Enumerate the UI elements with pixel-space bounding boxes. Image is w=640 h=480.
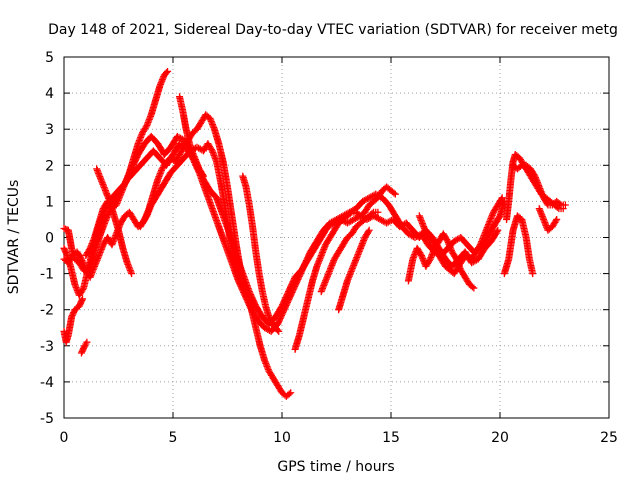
data-point-marker — [561, 201, 569, 209]
series-trace-14 — [503, 150, 567, 223]
y-tick-label: 4 — [45, 86, 54, 102]
x-tick-label: 25 — [600, 430, 618, 446]
data-point-marker — [128, 270, 136, 278]
data-point-marker — [207, 145, 215, 153]
series-trace-5 — [93, 165, 136, 278]
x-tick-label: 15 — [382, 430, 400, 446]
data-point-marker — [468, 283, 476, 291]
data-point-marker — [140, 217, 148, 225]
series-trace-12 — [404, 230, 478, 292]
data-point-marker — [85, 246, 93, 254]
data-point-marker — [529, 270, 537, 278]
data-point-marker — [77, 254, 85, 262]
data-point-marker — [498, 194, 506, 202]
data-point-marker — [199, 171, 207, 179]
data-point-marker — [285, 390, 293, 398]
data-point-marker — [241, 288, 249, 296]
chart-title: Day 148 of 2021, Sidereal Day-to-day VTE… — [48, 22, 618, 38]
series-trace-17 — [535, 205, 561, 234]
series-trace-4 — [82, 67, 172, 260]
series-trace-19 — [77, 338, 91, 357]
data-point-marker — [553, 215, 561, 223]
data-point-marker — [162, 69, 170, 77]
data-point-marker — [552, 217, 560, 225]
data-point-marker — [493, 228, 501, 236]
tick-layer: 0 5 10 15 20 25 -5 -4 -3 -2 -1 0 1 2 3 4 5 — [40, 50, 618, 446]
data-point-marker — [79, 295, 87, 303]
data-point-marker — [364, 228, 372, 236]
y-tick-label: 5 — [45, 50, 54, 66]
data-point-marker — [470, 284, 478, 292]
y-tick-label: -4 — [40, 375, 54, 391]
x-tick-label: 10 — [273, 430, 291, 446]
data-point-marker — [476, 242, 484, 250]
series-trace-15 — [509, 161, 569, 209]
data-point-marker — [417, 250, 425, 258]
data-point-marker — [452, 254, 460, 262]
data-point-marker — [556, 200, 564, 208]
data-point-marker — [391, 190, 399, 198]
x-tick-label: 0 — [60, 430, 69, 446]
y-tick-label: 1 — [45, 194, 54, 210]
data-point-marker — [425, 257, 433, 265]
y-tick-label: -2 — [40, 303, 54, 319]
y-tick-label: 2 — [45, 158, 54, 174]
x-tick-label: 20 — [491, 430, 509, 446]
series-trace-6 — [136, 111, 249, 296]
y-tick-label: -5 — [40, 411, 54, 427]
data-point-marker — [164, 67, 172, 75]
data-point-marker — [275, 327, 283, 335]
data-point-marker — [200, 172, 208, 180]
data-layer — [60, 67, 569, 400]
y-tick-label: -3 — [40, 339, 54, 355]
data-point-marker — [497, 195, 505, 203]
series-trace-10 — [317, 208, 382, 296]
series-trace-16 — [500, 212, 537, 278]
series-trace-8 — [239, 172, 283, 335]
y-tick-label: -1 — [40, 267, 54, 283]
y-axis-label: SDTVAR / TECUs — [6, 180, 22, 295]
data-point-marker — [365, 226, 373, 234]
x-tick-label: 5 — [169, 430, 178, 446]
data-point-marker — [516, 163, 524, 171]
data-point-marker — [530, 171, 538, 179]
data-point-marker — [346, 209, 354, 217]
data-point-marker — [374, 208, 382, 216]
data-point-marker — [553, 203, 561, 211]
y-tick-label: 0 — [45, 231, 54, 247]
data-point-marker — [543, 200, 551, 208]
series-trace-18 — [60, 295, 87, 346]
series-trace-13 — [415, 194, 506, 278]
x-axis-label: GPS time / hours — [277, 459, 394, 475]
data-point-marker — [142, 123, 150, 131]
series-trace-2 — [60, 132, 502, 328]
y-tick-label: 3 — [45, 122, 54, 138]
series-trace-7 — [176, 93, 208, 180]
series-trace-9 — [291, 183, 399, 353]
data-point-marker — [78, 296, 86, 304]
data-point-marker — [443, 236, 451, 244]
data-point-marker — [494, 226, 502, 234]
data-point-marker — [390, 189, 398, 197]
data-point-marker — [368, 209, 376, 217]
data-point-marker — [287, 389, 295, 397]
data-point-marker — [63, 250, 71, 258]
data-point-marker — [274, 326, 282, 334]
data-point-marker — [83, 338, 91, 346]
series-trace-11 — [335, 226, 373, 314]
